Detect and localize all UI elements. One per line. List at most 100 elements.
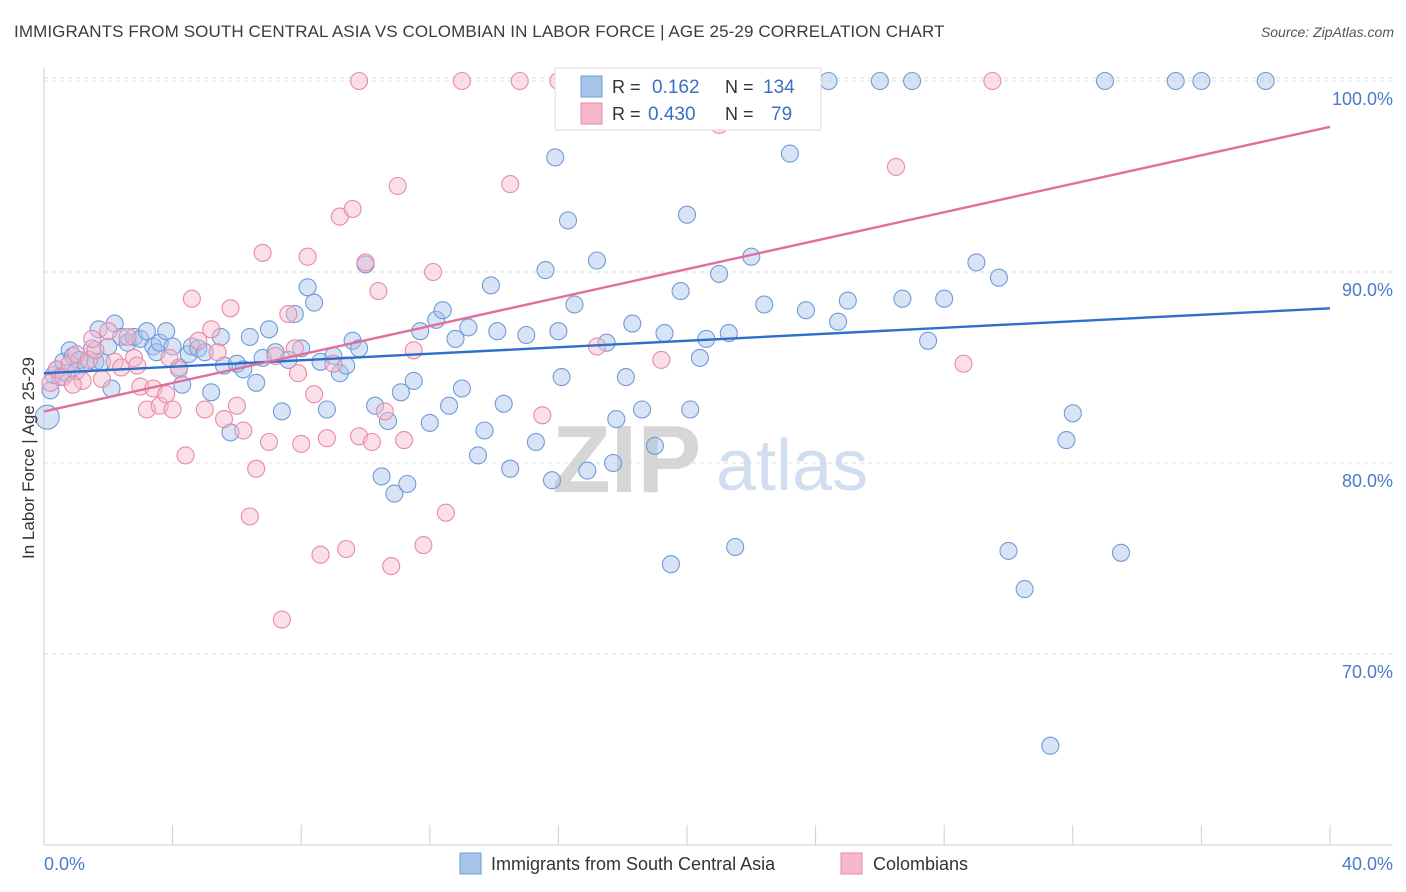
data-point [63,375,82,394]
data-point [227,396,246,415]
data-point [433,301,452,320]
data-point [343,199,362,219]
data-point [356,253,375,272]
data-point [468,446,488,465]
data-point [1256,71,1275,91]
data-point [565,295,584,314]
data-point [726,537,745,557]
data-point [420,413,439,432]
data-point [481,276,500,295]
data-point [317,429,336,448]
data-point [378,411,398,431]
data-point [1166,71,1185,91]
data-point [989,268,1008,287]
data-point [253,243,272,262]
legend-r-label-2: R = [612,104,641,124]
data-point [372,467,391,486]
legend-r-label-1: R = [612,77,641,97]
data-point [404,341,423,360]
data-point [330,364,349,383]
data-point [92,369,111,389]
data-point [202,383,221,402]
data-point [677,205,697,224]
data-point [369,282,388,301]
data-point [157,385,176,404]
data-point [510,71,529,91]
x-tick-label-end: 40.0% [1342,854,1393,874]
data-point [452,379,471,398]
data-point [536,261,555,280]
data-point [1192,71,1211,91]
data-point [247,373,266,392]
data-point [661,555,680,574]
x-tick-label-start: 0.0% [44,854,85,874]
data-point [163,337,182,356]
y-tick-labels: 70.0% 80.0% 90.0% 100.0% [1332,89,1393,682]
data-point [1063,404,1082,423]
data-point [903,71,922,91]
data-point [935,289,954,308]
source-credit: Source: ZipAtlas.com [1260,24,1394,40]
data-point [607,410,626,429]
watermark: ZIP atlas [552,406,868,513]
data-point [886,157,906,176]
data-point [533,406,552,425]
legend-r-value-1: 0.162 [652,77,700,98]
data-point [597,333,616,352]
data-point [587,251,607,270]
data-point [436,503,455,522]
data-point [501,459,520,478]
legend-swatch-pink [580,102,603,125]
watermark-atlas-text: atlas [716,426,868,506]
data-point [285,304,304,324]
data-point [919,331,938,350]
data-point [1015,580,1034,599]
data-point [388,176,407,196]
data-point [259,320,279,339]
data-point [475,421,494,440]
data-point [546,148,565,167]
data-point [517,325,536,345]
x-tick-labels: 0.0% 40.0% [44,854,1393,874]
data-point [292,434,311,453]
data-point [391,383,410,402]
data-point [681,400,700,419]
data-point [350,71,369,91]
data-point [558,211,578,230]
data-point [488,322,507,341]
data-point [755,295,774,314]
data-point [796,301,816,320]
data-point [240,327,259,346]
data-point [41,381,60,400]
data-point [645,436,664,455]
data-point [671,282,690,301]
data-point [819,71,838,91]
y-tick-label: 80.0% [1342,471,1393,491]
data-point [366,396,385,415]
trend-lines [43,125,1331,413]
data-point [423,262,443,282]
data-point [83,339,102,358]
data-point [160,348,179,367]
data-point [552,368,571,387]
data-point [632,400,652,419]
chart-title: IMMIGRANTS FROM SOUTH CENTRAL ASIA VS CO… [14,22,945,41]
data-point [221,299,240,318]
data-point [1095,71,1115,91]
data-point [414,536,433,555]
data-point [298,278,317,297]
data-point [446,329,465,348]
data-point [829,312,848,331]
data-point [195,400,214,419]
data-point [542,471,562,490]
data-point [616,368,635,387]
data-point [655,324,674,343]
legend-n-value-2: 79 [771,104,792,125]
data-point [395,431,414,450]
data-point [79,350,99,369]
data-point [411,322,430,341]
data-point [298,247,317,266]
data-point [337,539,356,559]
data-point [578,461,597,480]
